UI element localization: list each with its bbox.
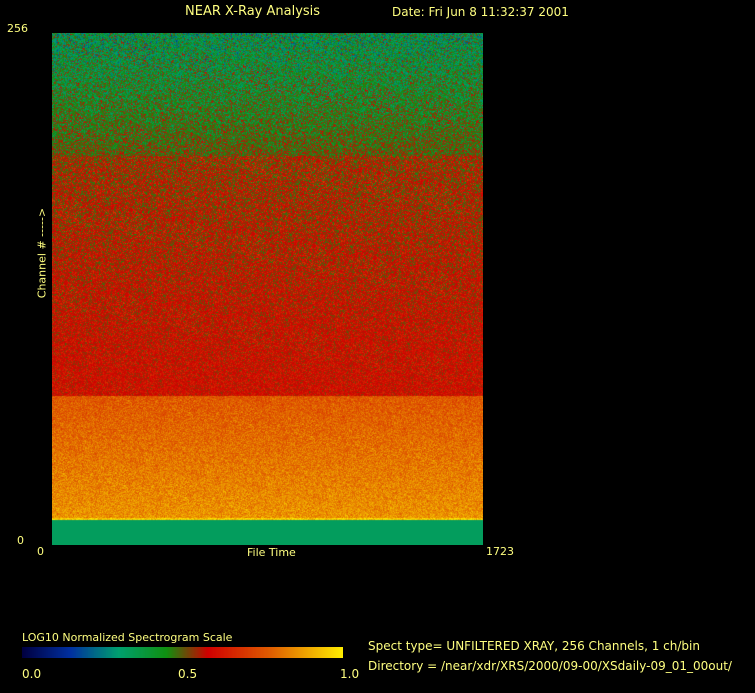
colorbar-tick-0: 0.0 xyxy=(22,667,42,681)
colorbar-tick-1: 1.0 xyxy=(340,667,360,681)
date-label: Date: Fri Jun 8 11:32:37 2001 xyxy=(392,5,569,19)
directory-info: Directory = /near/xdr/XRS/2000/09-00/XSd… xyxy=(368,659,732,673)
spectrogram-heatmap xyxy=(52,33,483,545)
x-axis-label: File Time xyxy=(247,546,296,559)
spect-type-info: Spect type= UNFILTERED XRAY, 256 Channel… xyxy=(368,639,700,653)
colorbar-label: LOG10 Normalized Spectrogram Scale xyxy=(22,631,233,644)
plot-title: NEAR X-Ray Analysis xyxy=(185,4,321,19)
y-tick-top: 256 xyxy=(7,22,28,35)
x-tick-right: 1723 xyxy=(486,545,514,558)
colorbar-tick-05: 0.5 xyxy=(178,667,198,681)
y-tick-bottom: 0 xyxy=(17,534,24,547)
colorbar xyxy=(22,647,343,658)
x-tick-left: 0 xyxy=(37,545,44,558)
y-axis-label: Channel # -----> xyxy=(35,207,49,299)
